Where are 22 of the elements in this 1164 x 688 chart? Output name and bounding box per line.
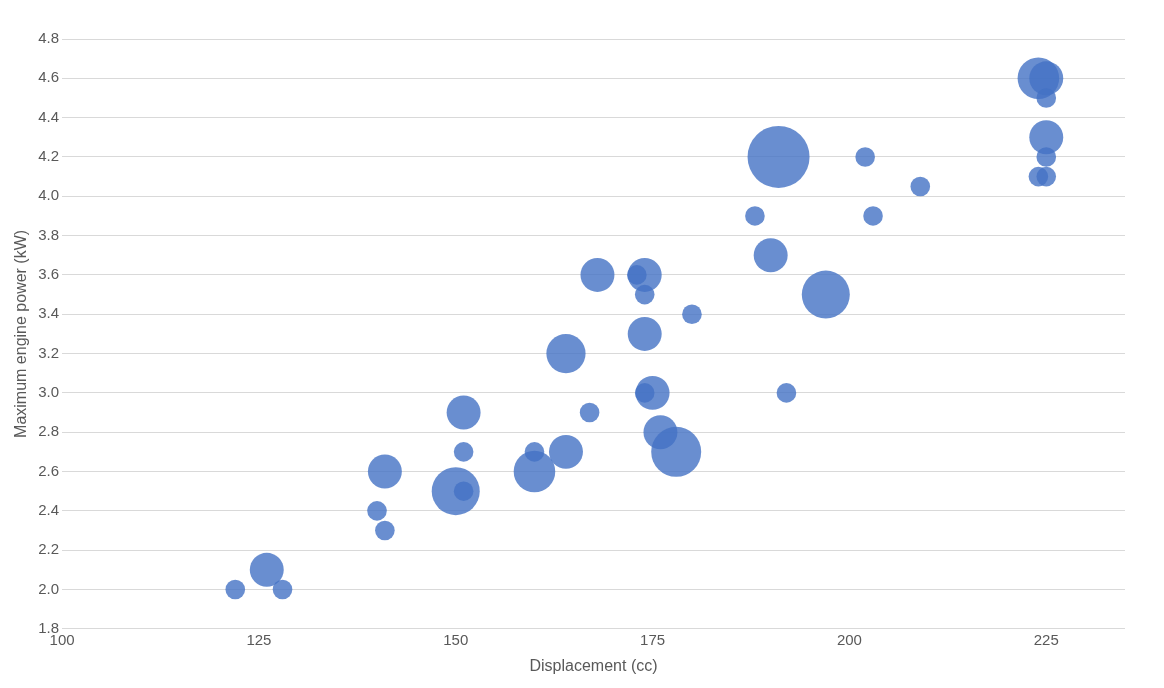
y-tick-label: 4.2 [38, 147, 60, 165]
y-tick-label: 3.8 [38, 225, 60, 243]
y-tick-label: 2.0 [38, 579, 60, 597]
y-axis-title: Maximum engine power (kW) [12, 229, 30, 438]
y-tick-label: 3.4 [38, 304, 60, 322]
x-tick-label: 125 [246, 630, 272, 648]
y-tick-label: 2.6 [38, 461, 60, 479]
x-tick-label: 200 [836, 630, 862, 648]
y-tick-label: 4.8 [38, 29, 60, 47]
x-tick-label: 175 [640, 630, 666, 648]
y-tick-label: 3.0 [38, 383, 60, 401]
y-tick-label: 4.6 [38, 68, 60, 86]
y-tick-label: 2.2 [38, 540, 60, 558]
y-tick-label: 4.0 [38, 186, 60, 204]
y-tick-label: 2.4 [38, 500, 60, 518]
x-tick-label: 225 [1033, 630, 1059, 648]
y-tick-label: 3.2 [38, 343, 60, 361]
y-tick-label: 4.4 [38, 107, 60, 125]
y-tick-label: 2.8 [38, 422, 60, 440]
y-tick-label: 3.6 [38, 265, 60, 283]
x-axis-title: Displacement (cc) [529, 656, 658, 674]
x-tick-label: 150 [443, 630, 469, 648]
